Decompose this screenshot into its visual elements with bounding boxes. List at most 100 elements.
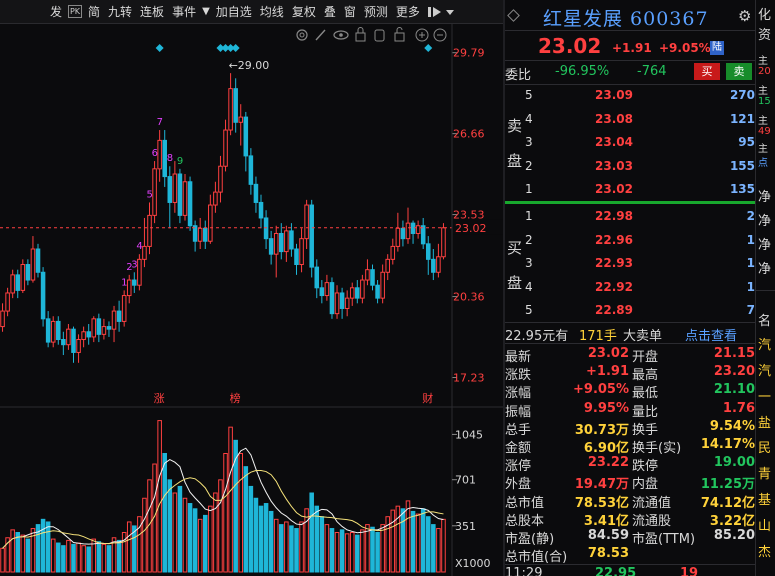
toolbar-dropdown-icon[interactable]: ▼: [202, 6, 210, 17]
volume-bar: [344, 533, 350, 573]
current-price-label: 23.02: [455, 222, 487, 235]
ask-row[interactable]: 2 23.03 155: [505, 159, 755, 181]
nine-turn-label: 6: [152, 148, 158, 159]
stat-value: 23.02: [587, 346, 629, 361]
toolbar-item-fa[interactable]: 发: [50, 5, 63, 19]
candle: [268, 230, 274, 265]
volume-bar: [66, 539, 71, 573]
toolbar-item-add-watchlist[interactable]: 加自选: [215, 5, 252, 19]
candle: [66, 324, 71, 350]
ask-volume: 270: [729, 88, 755, 102]
volume-bar: [334, 532, 340, 573]
minus-icon[interactable]: [433, 28, 447, 42]
strip-mid-3: 净: [758, 238, 772, 253]
ask-row[interactable]: 3 23.04 95: [505, 135, 755, 157]
bid-row[interactable]: 4 22.92 1: [505, 280, 755, 302]
ask-row[interactable]: 5 23.09 270: [505, 88, 755, 110]
volume-bar: [192, 508, 198, 573]
strip-list-6[interactable]: 青: [758, 467, 772, 482]
bid-price: 22.98: [595, 209, 633, 223]
bid-row[interactable]: 5 22.89 7: [505, 303, 755, 325]
diamond-marker[interactable]: [216, 44, 225, 52]
volume-bar: [208, 505, 213, 573]
toolbar-item-jian[interactable]: 简: [88, 5, 101, 19]
ask-row[interactable]: 4 23.08 121: [505, 112, 755, 134]
bid-row[interactable]: 1 22.98 2: [505, 209, 755, 231]
strip-list-4[interactable]: 盐: [758, 416, 772, 431]
volume-bar: [289, 525, 294, 573]
bigorder-price: 22.95元有: [505, 329, 569, 344]
toolbar-item-events[interactable]: 事件: [172, 5, 197, 19]
panel-divider: [503, 0, 505, 576]
bid-row[interactable]: 2 22.96 1: [505, 233, 755, 255]
event-label[interactable]: 榜: [230, 391, 241, 405]
lock2-icon[interactable]: [394, 27, 405, 42]
toolbar-item-lianban[interactable]: 连板: [140, 5, 165, 19]
volume-bar: [5, 537, 10, 573]
stat-key: 涨跌: [505, 368, 532, 384]
toolbar-item-forecast[interactable]: 预测: [363, 5, 388, 19]
stat-value: +1.91: [586, 364, 629, 380]
diamond-marker[interactable]: [221, 44, 230, 52]
hand-icon[interactable]: [374, 29, 385, 42]
candle: [177, 168, 183, 224]
favorite-star-icon[interactable]: [507, 9, 520, 22]
toolbar-item-adjust[interactable]: 复权: [291, 5, 316, 19]
volume-bar: [106, 545, 112, 573]
toolbar-item-more[interactable]: 更多: [395, 5, 420, 19]
kline-chart[interactable]: 12345678 9 涨榜财 ←29.00 29.7926.6623.5320.3…: [0, 24, 503, 576]
volume-bar: [268, 510, 274, 573]
candle: [431, 249, 436, 281]
candle: [61, 331, 66, 356]
candle: [370, 264, 375, 291]
strip-list-8[interactable]: 山: [758, 519, 772, 534]
bid-price: 22.89: [595, 303, 633, 317]
bid-row[interactable]: 3 22.93 1: [505, 256, 755, 278]
ask-volume: 121: [729, 111, 755, 126]
settings-icon[interactable]: [296, 29, 308, 41]
diamond-marker[interactable]: [226, 44, 235, 52]
diamond-marker[interactable]: [231, 44, 240, 52]
stat-value: 21.10: [713, 382, 755, 398]
strip-list-0[interactable]: 名: [758, 314, 772, 329]
candle: [228, 73, 233, 136]
sell-button[interactable]: 卖: [726, 63, 752, 80]
click-view-link[interactable]: 点击查看: [685, 329, 738, 344]
candle: [86, 324, 91, 345]
toolbar-item-jiuzhuan[interactable]: 九转: [108, 5, 133, 19]
strip-list-2[interactable]: 汽: [758, 364, 772, 379]
strip-list-3[interactable]: 一: [758, 390, 772, 405]
event-label[interactable]: 财: [422, 391, 433, 405]
pen-icon[interactable]: [315, 29, 326, 41]
toolbar-item-window[interactable]: 窗: [343, 5, 356, 19]
divider: [505, 322, 755, 323]
candle: [30, 236, 36, 283]
toolbar-play-icon[interactable]: [426, 4, 456, 20]
strip-list-7[interactable]: 基: [758, 493, 772, 508]
bid-volume: 1: [746, 279, 755, 294]
toolbar-item-ma[interactable]: 均线: [259, 5, 284, 19]
strip-small-1: 主: [758, 56, 768, 67]
strip-list-9[interactable]: 杰: [758, 545, 772, 560]
candle: [152, 161, 157, 224]
volume-bar: [375, 532, 380, 573]
ask-row[interactable]: 1 23.02 135: [505, 182, 755, 204]
candle: [233, 78, 238, 133]
strip-list-5[interactable]: 民: [758, 441, 772, 456]
eye-icon[interactable]: [333, 30, 349, 40]
stat-key: 内盘: [632, 477, 659, 493]
strip-list-1[interactable]: 汽: [758, 338, 772, 353]
volume-axis: 1045 701 351: [452, 428, 483, 533]
divider: [505, 60, 755, 61]
plus-icon[interactable]: [415, 28, 429, 42]
stock-title: 红星发展 600367: [543, 8, 709, 30]
candle: [400, 220, 406, 247]
diamond-marker[interactable]: [155, 44, 164, 52]
gear-icon[interactable]: ⚙: [738, 7, 752, 25]
lock-icon[interactable]: [355, 27, 366, 42]
event-label[interactable]: 涨: [154, 392, 165, 405]
diamond-marker[interactable]: [424, 44, 433, 52]
toolbar-item-overlay[interactable]: 叠: [323, 5, 336, 19]
buy-button[interactable]: 买: [694, 63, 720, 80]
toolbar-item-pk[interactable]: PK: [68, 5, 83, 18]
